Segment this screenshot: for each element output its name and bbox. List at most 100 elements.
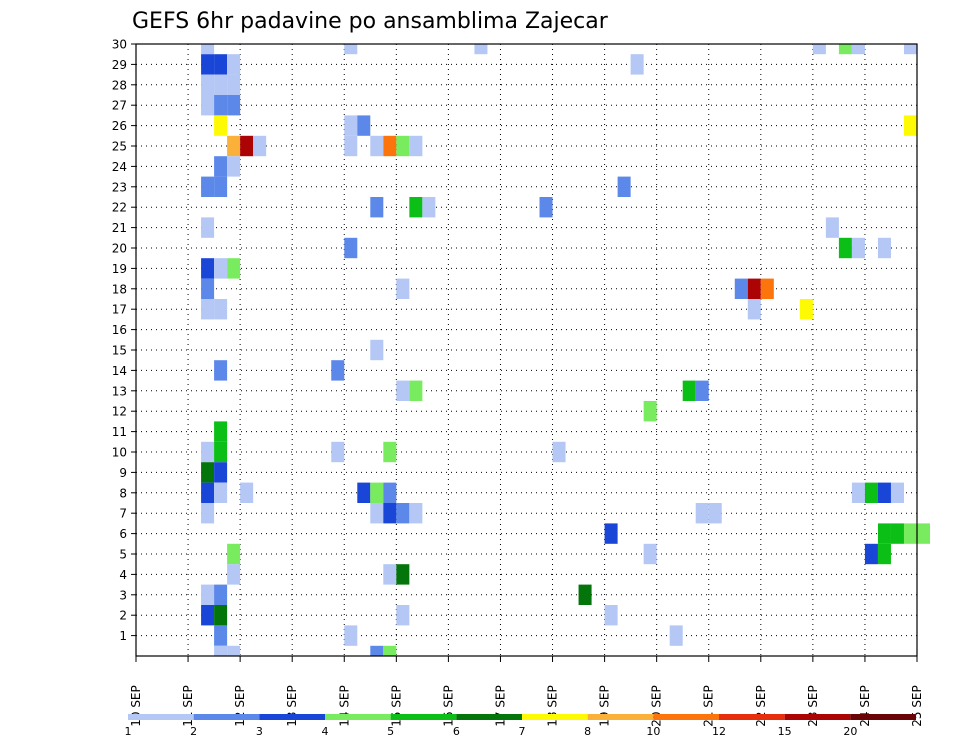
heatmap-cell [734, 278, 748, 299]
y-tick-label: 6 [119, 527, 127, 541]
heatmap-cell [344, 115, 358, 136]
heatmap-cell [396, 503, 410, 524]
heatmap-cell [214, 421, 228, 442]
heatmap-cell [409, 503, 423, 524]
y-tick-label: 11 [112, 425, 127, 439]
heatmap-cell [253, 135, 267, 157]
heatmap-cell [383, 503, 397, 524]
heatmap-cell [760, 278, 774, 299]
heatmap-cell [201, 217, 215, 238]
legend: 1 2 3 4 5 6 7 8 10 12 15 20 [125, 714, 916, 738]
y-tick-label: 24 [112, 160, 127, 174]
x-tick-label: 13 SEP [285, 685, 299, 727]
heatmap-cell [383, 482, 397, 503]
y-tick-label: 19 [112, 262, 127, 276]
y-tick-label: 27 [112, 99, 127, 113]
y-tick-label: 29 [112, 58, 127, 72]
heatmap-cell [917, 523, 931, 544]
heatmap-cell [227, 156, 241, 177]
heatmap-cell [682, 380, 696, 401]
legend-swatch [456, 714, 522, 720]
heatmap-cell [825, 217, 839, 238]
heatmap-cell [409, 197, 423, 218]
heatmap-cell [357, 482, 371, 503]
heatmap-cell [396, 564, 410, 585]
heatmap-cell [227, 135, 241, 157]
y-tick-label: 25 [112, 140, 127, 154]
heatmap-cell [214, 54, 228, 75]
legend-label: 3 [256, 725, 263, 738]
heatmap-cell [214, 605, 228, 626]
heatmap-cell [201, 258, 215, 279]
heatmap-cell [903, 523, 917, 544]
y-tick-label: 10 [112, 446, 127, 460]
heatmap-cell [201, 176, 215, 197]
legend-swatch [719, 714, 785, 720]
heatmap-cell [214, 74, 228, 95]
legend-swatch [193, 714, 260, 720]
y-tick-label: 5 [119, 548, 127, 562]
legend-label: 1 [125, 725, 132, 738]
y-axis-ticks: 1234567891011121314151617181920212223242… [112, 38, 136, 643]
heatmap-cell [877, 237, 891, 259]
y-tick-label: 28 [112, 78, 127, 92]
heatmap-cell [201, 462, 215, 483]
y-tick-label: 16 [112, 323, 127, 337]
x-tick-label: 21 SEP [702, 685, 716, 727]
heatmap-cell [227, 564, 241, 585]
heatmap-cell [214, 156, 228, 177]
y-tick-label: 30 [112, 38, 127, 52]
heatmap-cell [214, 625, 228, 646]
heatmap-cell [201, 503, 215, 524]
legend-label: 10 [646, 725, 660, 738]
heatmap-cell [864, 543, 878, 565]
heatmap-cell [357, 115, 371, 136]
heatmap-cell [201, 44, 215, 55]
x-tick-label: 15 SEP [389, 685, 403, 727]
heatmap-cell [851, 237, 865, 259]
heatmap-cell [201, 584, 215, 605]
heatmap-cell [214, 258, 228, 279]
heatmap-cell [214, 95, 228, 116]
y-tick-label: 26 [112, 119, 127, 133]
heatmap-cell [877, 523, 891, 544]
x-tick-label: 23 SEP [806, 685, 820, 727]
heatmap-cell [643, 543, 657, 565]
heatmap-cell [838, 44, 852, 55]
heatmap-cells [201, 44, 931, 656]
y-tick-label: 23 [112, 180, 127, 194]
legend-swatch [653, 714, 719, 720]
x-tick-label: 22 SEP [754, 685, 768, 727]
heatmap-cell [214, 441, 228, 463]
heatmap-cell [214, 299, 228, 320]
heatmap-cell [201, 95, 215, 116]
heatmap-cell [383, 564, 397, 585]
heatmap-cell [864, 482, 878, 503]
y-tick-label: 18 [112, 282, 127, 296]
x-tick-label: 24 SEP [858, 685, 872, 727]
heatmap-cell [383, 441, 397, 463]
x-tick-label: 11 SEP [181, 685, 195, 727]
heatmap-cell [409, 380, 423, 401]
heatmap-cell [201, 278, 215, 299]
x-tick-label: 17 SEP [493, 685, 507, 727]
heatmap-cell [227, 543, 241, 565]
chart-title: GEFS 6hr padavine po ansamblima Zajecar [132, 9, 609, 34]
y-tick-label: 12 [112, 405, 127, 419]
y-tick-label: 8 [119, 486, 127, 500]
legend-label: 8 [584, 725, 591, 738]
y-tick-label: 9 [119, 466, 127, 480]
heatmap-cell [552, 441, 566, 463]
heatmap-cell [604, 605, 618, 626]
x-tick-label: 20 SEP [650, 685, 664, 727]
heatmap-cell [747, 278, 761, 299]
heatmap-cell [331, 360, 345, 381]
heatmap-cell [396, 135, 410, 157]
heatmap-cell [799, 299, 813, 320]
heatmap-cell [877, 482, 891, 503]
heatmap-cell [812, 44, 826, 55]
heatmap-cell [344, 237, 358, 259]
heatmap-cell [851, 44, 865, 55]
y-tick-label: 20 [112, 242, 127, 256]
